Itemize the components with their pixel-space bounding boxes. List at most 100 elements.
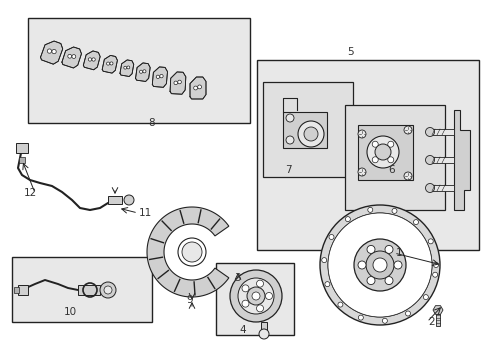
Circle shape — [68, 54, 71, 58]
Circle shape — [425, 127, 434, 136]
Circle shape — [425, 156, 434, 165]
Bar — [216, 263, 293, 335]
Polygon shape — [41, 41, 62, 64]
Bar — [28, 18, 249, 123]
Circle shape — [256, 280, 263, 287]
Circle shape — [193, 86, 197, 90]
Circle shape — [47, 49, 52, 53]
Circle shape — [251, 292, 260, 300]
Circle shape — [229, 270, 282, 322]
Text: 8: 8 — [148, 118, 155, 128]
Bar — [263, 82, 352, 177]
Circle shape — [197, 85, 201, 89]
Bar — [19, 157, 25, 163]
Circle shape — [319, 205, 439, 325]
Circle shape — [423, 294, 427, 300]
Circle shape — [304, 127, 317, 141]
Bar — [357, 125, 412, 180]
Circle shape — [259, 329, 268, 339]
Polygon shape — [135, 63, 150, 81]
Bar — [14, 287, 19, 293]
Circle shape — [324, 282, 329, 287]
Bar — [283, 112, 326, 148]
Circle shape — [403, 172, 411, 180]
Circle shape — [160, 75, 163, 78]
Circle shape — [427, 239, 432, 244]
Circle shape — [357, 261, 365, 269]
Bar — [18, 285, 28, 295]
Polygon shape — [190, 77, 205, 99]
Circle shape — [372, 258, 386, 272]
Bar — [345, 105, 444, 210]
Polygon shape — [147, 207, 228, 297]
Polygon shape — [152, 67, 167, 87]
Circle shape — [182, 242, 202, 262]
Circle shape — [242, 300, 248, 307]
Text: 1: 1 — [395, 248, 402, 258]
Circle shape — [371, 157, 377, 163]
Circle shape — [425, 184, 434, 193]
Circle shape — [384, 276, 392, 285]
Circle shape — [374, 144, 390, 160]
Circle shape — [357, 130, 365, 138]
Circle shape — [432, 272, 437, 277]
Polygon shape — [432, 306, 442, 314]
Circle shape — [366, 276, 374, 285]
Bar — [429, 157, 453, 163]
Circle shape — [367, 207, 372, 212]
Text: 11: 11 — [138, 208, 151, 218]
Circle shape — [256, 305, 263, 312]
Circle shape — [358, 315, 363, 320]
Text: 2: 2 — [428, 317, 434, 327]
Circle shape — [124, 195, 134, 205]
Bar — [78, 285, 100, 295]
Circle shape — [52, 49, 56, 54]
Polygon shape — [102, 55, 117, 73]
Polygon shape — [120, 60, 134, 77]
Circle shape — [391, 208, 396, 213]
Circle shape — [178, 238, 205, 266]
Circle shape — [106, 62, 109, 65]
Circle shape — [371, 141, 377, 147]
Polygon shape — [170, 72, 185, 94]
Circle shape — [328, 234, 333, 239]
Circle shape — [126, 66, 129, 69]
Circle shape — [246, 287, 264, 305]
Bar — [261, 322, 266, 334]
Circle shape — [178, 80, 181, 84]
Bar — [16, 143, 28, 153]
Polygon shape — [453, 110, 469, 210]
Text: 12: 12 — [23, 188, 37, 198]
Circle shape — [92, 58, 95, 61]
Circle shape — [174, 81, 177, 85]
Text: 5: 5 — [346, 47, 353, 57]
Circle shape — [357, 168, 365, 176]
Circle shape — [337, 302, 342, 307]
Circle shape — [327, 213, 431, 317]
Circle shape — [110, 62, 113, 65]
Text: 10: 10 — [63, 307, 77, 317]
Circle shape — [139, 70, 142, 73]
Polygon shape — [83, 51, 100, 70]
Circle shape — [88, 58, 91, 61]
Circle shape — [366, 136, 398, 168]
Circle shape — [327, 213, 431, 317]
Circle shape — [387, 141, 393, 147]
Circle shape — [142, 70, 146, 73]
Polygon shape — [62, 47, 81, 68]
Circle shape — [104, 286, 112, 294]
Circle shape — [433, 262, 438, 267]
Bar — [257, 60, 478, 250]
Text: 7: 7 — [284, 165, 291, 175]
Circle shape — [345, 217, 350, 222]
Circle shape — [384, 246, 392, 253]
Bar — [12, 257, 152, 322]
Circle shape — [365, 251, 393, 279]
Bar — [435, 314, 439, 326]
Circle shape — [403, 126, 411, 134]
Bar — [429, 185, 453, 191]
Circle shape — [72, 55, 76, 58]
Text: 3: 3 — [233, 273, 240, 283]
Circle shape — [123, 66, 126, 69]
Circle shape — [321, 258, 326, 262]
